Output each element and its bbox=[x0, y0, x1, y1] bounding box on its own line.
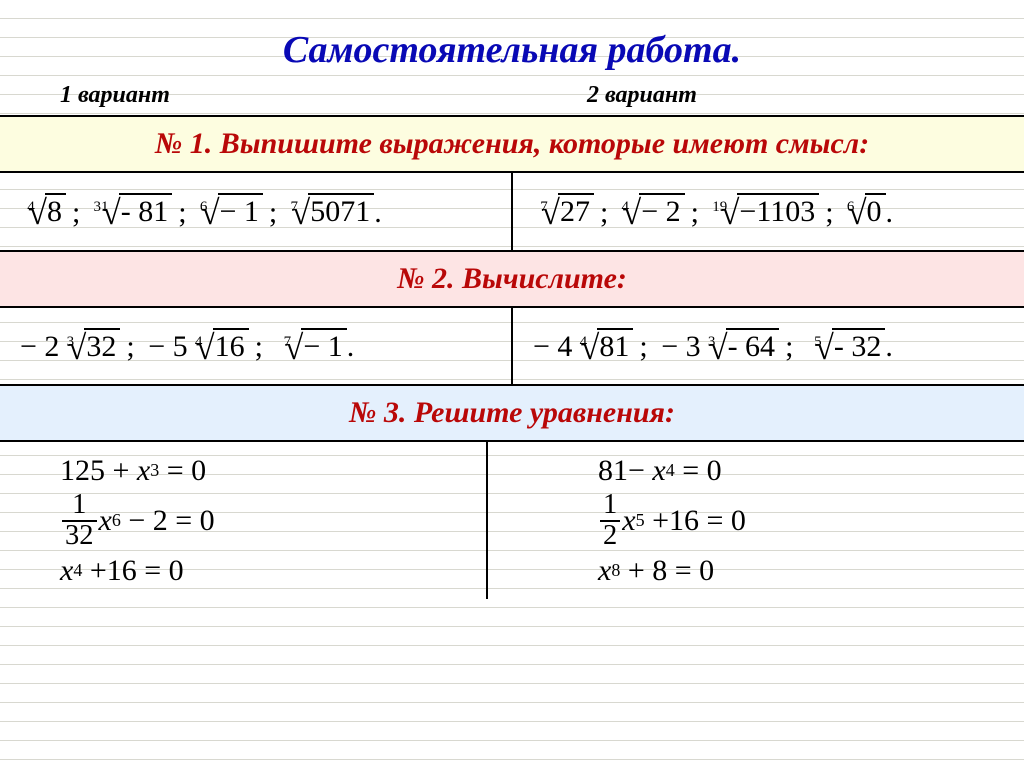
t3v1-eq2-var: x bbox=[99, 504, 112, 537]
t3v1-eq1-pow: 3 bbox=[150, 461, 159, 481]
task1-row: 4√8; 31√- 81; 6√− 1; 7√5071. 7√27; 4√− 2… bbox=[0, 173, 1024, 252]
t2v2-1-coef: − 3 bbox=[661, 330, 700, 364]
t1v2-0-idx: 7 bbox=[540, 199, 548, 216]
t3v1-eq2-rhs: = 0 bbox=[175, 504, 214, 537]
t1v1-0-idx: 4 bbox=[27, 199, 35, 216]
task1-heading: № 1. Выпишите выражения, которые имеют с… bbox=[0, 117, 1024, 173]
t1v2-3-idx: 6 bbox=[847, 199, 855, 216]
t1v2-1-rad: − 2 bbox=[639, 193, 684, 230]
t3v1-eq1-var: x bbox=[137, 454, 150, 487]
task3-row: 125 + x3 = 0 132 x6 − 2 = 0 x4 +16 = 0 8… bbox=[0, 442, 1024, 599]
task3-v2: 81− x4 = 0 12 x5 +16 = 0 x8 + 8 = 0 bbox=[486, 442, 1024, 599]
t3v2-eq1-var: x bbox=[652, 454, 665, 487]
t1v1-1-rad: - 81 bbox=[119, 193, 173, 230]
t3v1-eq2-op: − 2 bbox=[128, 504, 167, 537]
t2v1-2-idx: 7 bbox=[284, 334, 292, 351]
t3v1-eq1-op: + bbox=[113, 454, 130, 487]
task1-v2: 7√27; 4√− 2; 19√−1103; 6√0. bbox=[511, 173, 1024, 250]
task2-v1: − 23√32; − 54√16; 7√− 1. bbox=[0, 308, 511, 385]
t3v2-eq2-op: +16 bbox=[652, 504, 699, 537]
t2v1-1-coef: − 5 bbox=[148, 330, 187, 364]
t3v1-eq2-den: 32 bbox=[62, 520, 97, 551]
t3v2-eq2-var: x bbox=[622, 504, 635, 537]
variant-2-label: 2 вариант bbox=[497, 80, 1024, 115]
t1v1-3-rad: 5071 bbox=[308, 193, 374, 230]
t2v2-0-idx: 4 bbox=[580, 334, 588, 351]
t3v2-eq1-rhs: = 0 bbox=[682, 454, 721, 487]
t3v2-eq2-num: 1 bbox=[600, 491, 620, 520]
t3v1-eq1: 125 + x3 = 0 bbox=[60, 454, 206, 487]
t3v2-eq2: 12 x5 +16 = 0 bbox=[598, 491, 746, 550]
t3v1-eq3-rhs: = 0 bbox=[144, 554, 183, 587]
t3v2-eq1-a: 81 bbox=[598, 454, 628, 487]
t3v1-eq1-a: 125 bbox=[60, 454, 105, 487]
t2v2-2-idx: 5 bbox=[814, 334, 822, 351]
page-title: Самостоятельная работа. bbox=[0, 0, 1024, 80]
t3v1-eq1-rhs: = 0 bbox=[167, 454, 206, 487]
task2-heading: № 2. Вычислите: bbox=[0, 252, 1024, 308]
t3v2-eq3-op: + 8 bbox=[628, 554, 667, 587]
t2v1-0-coef: − 2 bbox=[20, 330, 59, 364]
t2v2-1-idx: 3 bbox=[708, 334, 716, 351]
t3v2-eq1-pow: 4 bbox=[666, 461, 675, 481]
t2v2-2-rad: - 32 bbox=[832, 328, 886, 365]
t1v2-1-idx: 4 bbox=[622, 199, 630, 216]
t1v1-0-rad: 8 bbox=[45, 193, 66, 230]
t3v1-eq3-pow: 4 bbox=[73, 561, 82, 581]
t3v2-eq3: x8 + 8 = 0 bbox=[598, 554, 714, 587]
t3v2-eq3-var: x bbox=[598, 554, 611, 587]
t2v2-1-rad: - 64 bbox=[726, 328, 780, 365]
t3v1-eq2-pow: 6 bbox=[112, 511, 121, 531]
t1v1-2-idx: 6 bbox=[200, 199, 208, 216]
t3v2-eq2-rhs: = 0 bbox=[707, 504, 746, 537]
t1v1-1-idx: 31 bbox=[94, 199, 109, 216]
t2v1-1-idx: 4 bbox=[195, 334, 203, 351]
t2v2-0-rad: 81 bbox=[597, 328, 633, 365]
t1v2-0-rad: 27 bbox=[558, 193, 594, 230]
variant-row: 1 вариант 2 вариант bbox=[0, 80, 1024, 117]
t3v2-eq2-den: 2 bbox=[600, 520, 620, 551]
t1v1-3-idx: 7 bbox=[291, 199, 299, 216]
task2-v2: − 44√81; − 33√- 64; 5√- 32. bbox=[511, 308, 1024, 385]
task1-v1: 4√8; 31√- 81; 6√− 1; 7√5071. bbox=[0, 173, 511, 250]
t3v1-eq2: 132 x6 − 2 = 0 bbox=[60, 491, 215, 550]
t2v1-2-rad: − 1 bbox=[301, 328, 346, 365]
t2v2-0-coef: − 4 bbox=[533, 330, 572, 364]
t3v1-eq3-var: x bbox=[60, 554, 73, 587]
t3v1-eq3: x4 +16 = 0 bbox=[60, 554, 184, 587]
t3v1-eq2-num: 1 bbox=[69, 491, 89, 520]
t3v2-eq1: 81− x4 = 0 bbox=[598, 454, 722, 487]
t2v1-0-rad: 32 bbox=[84, 328, 120, 365]
t1v1-2-rad: − 1 bbox=[218, 193, 263, 230]
t1v2-2-idx: 19 bbox=[712, 199, 727, 216]
t3v1-eq3-op: +16 bbox=[90, 554, 137, 587]
variant-1-label: 1 вариант bbox=[0, 80, 497, 115]
t2v1-1-rad: 16 bbox=[213, 328, 249, 365]
task2-row: − 23√32; − 54√16; 7√− 1. − 44√81; − 33√-… bbox=[0, 308, 1024, 387]
task3-v1: 125 + x3 = 0 132 x6 − 2 = 0 x4 +16 = 0 bbox=[0, 442, 486, 599]
task3-heading: № 3. Решите уравнения: bbox=[0, 386, 1024, 442]
t3v2-eq3-pow: 8 bbox=[611, 561, 620, 581]
t1v2-3-rad: 0 bbox=[865, 193, 886, 230]
t2v1-0-idx: 3 bbox=[67, 334, 75, 351]
t3v2-eq1-op: − bbox=[628, 454, 645, 487]
t3v2-eq2-pow: 5 bbox=[636, 511, 645, 531]
t1v2-2-rad: −1103 bbox=[737, 193, 819, 230]
t3v2-eq3-rhs: = 0 bbox=[675, 554, 714, 587]
